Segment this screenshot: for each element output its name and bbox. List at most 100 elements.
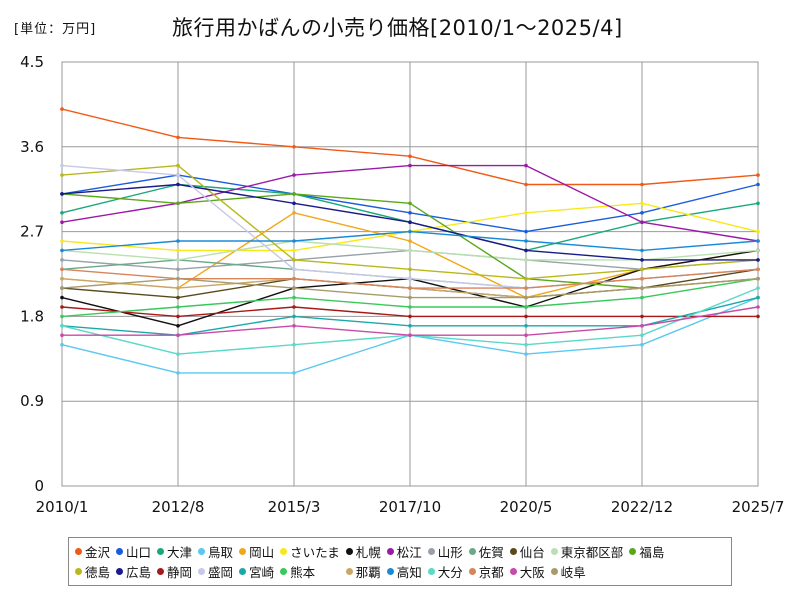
data-point [524,286,528,290]
data-point [524,342,528,347]
legend-label: 札幌 [355,544,381,560]
data-point [640,276,644,281]
legend-marker [157,567,165,575]
data-point [756,305,760,309]
legend-item: 盛岡 [198,562,233,581]
legend-marker [345,547,353,555]
x-tick-label: 2025/7 [732,498,785,516]
legend-marker [386,567,394,575]
data-point [176,324,180,328]
legend-label: 大津 [167,544,193,560]
data-point [176,371,180,375]
data-point [292,173,296,177]
data-point [176,248,180,253]
legend-marker [239,567,247,575]
legend-label: 岡山 [249,544,275,560]
data-point [60,333,64,338]
data-point [756,314,760,319]
legend-label: 金沢 [85,544,111,560]
legend-label: 高知 [396,564,422,580]
data-point [640,324,644,328]
data-point [524,182,528,187]
legend-item: 徳島 [75,562,110,581]
chart-title: 旅行用かばんの小売り価格[2010/1～2025/4] [172,16,623,40]
legend-marker [345,567,353,575]
legend-label: 盛岡 [208,564,234,580]
data-point [524,229,528,234]
data-point [60,192,64,196]
legend-item: 山口 [116,542,151,561]
data-point [408,248,412,253]
data-point [292,248,296,253]
data-point [640,286,644,290]
legend-marker [239,547,247,555]
data-point [408,314,412,319]
data-point [176,267,180,272]
data-point [524,324,528,328]
data-point [292,276,296,281]
legend-item: 福島 [629,542,664,561]
legend-label: 京都 [478,564,504,580]
legend-marker [116,567,124,575]
legend-label: 松江 [396,544,422,560]
legend-label: 福島 [639,544,665,560]
data-point [756,276,760,281]
data-point [292,201,296,206]
legend-item: 松江 [386,542,422,561]
legend-marker [280,567,288,575]
data-point [292,324,296,328]
data-point [60,211,64,215]
legend-marker [427,567,435,575]
data-point [756,248,760,253]
legend-item: 岐阜 [550,562,624,581]
data-point [640,333,644,338]
legend-item: 高知 [386,562,422,581]
legend-marker [75,547,82,555]
data-point [408,267,412,272]
x-tick-label: 2022/12 [611,498,673,516]
data-point [292,371,296,375]
data-point [292,267,296,272]
data-point [60,342,64,347]
data-point [408,201,412,206]
data-point [408,229,412,234]
x-tick-label: 2020/5 [500,498,553,516]
data-point [60,267,64,272]
legend-marker [280,547,288,555]
data-point [756,258,760,262]
data-point [756,201,760,206]
legend-label: さいたま [290,544,340,560]
data-point [176,239,180,243]
legend-label: 東京都区部 [560,544,624,560]
data-point [640,201,644,206]
legend-marker [116,547,124,555]
legend-item: 鳥取 [198,542,233,561]
data-point [408,276,412,281]
data-point [408,220,412,224]
legend-item: 宮崎 [239,562,274,581]
data-point [60,239,64,243]
data-point [60,258,64,262]
legend-item: さいたま [280,542,340,561]
data-point [60,286,64,290]
data-point [292,145,296,149]
data-point [292,239,296,243]
data-point [524,258,528,262]
data-point [60,305,64,309]
data-point [408,211,412,215]
data-point [60,248,64,253]
legend-item: 那覇 [345,562,381,581]
data-point [524,163,528,168]
data-point [408,239,412,243]
data-point [176,201,180,206]
data-point [60,163,64,168]
legend-marker [468,547,476,555]
legend-marker [550,567,558,575]
chart-legend: 金沢 山口 大津 鳥取 岡山 さいたま 札幌 松江 山形 佐賀 仙台 東京都区部 福島 徳島 広島 静岡 盛岡宮… [68,537,732,586]
legend-item: 仙台 [509,542,545,561]
legend-label: 鳥取 [208,544,234,560]
legend-label: 徳島 [85,564,111,580]
legend-label: 山口 [126,544,152,560]
legend-label: 那覇 [355,564,381,580]
